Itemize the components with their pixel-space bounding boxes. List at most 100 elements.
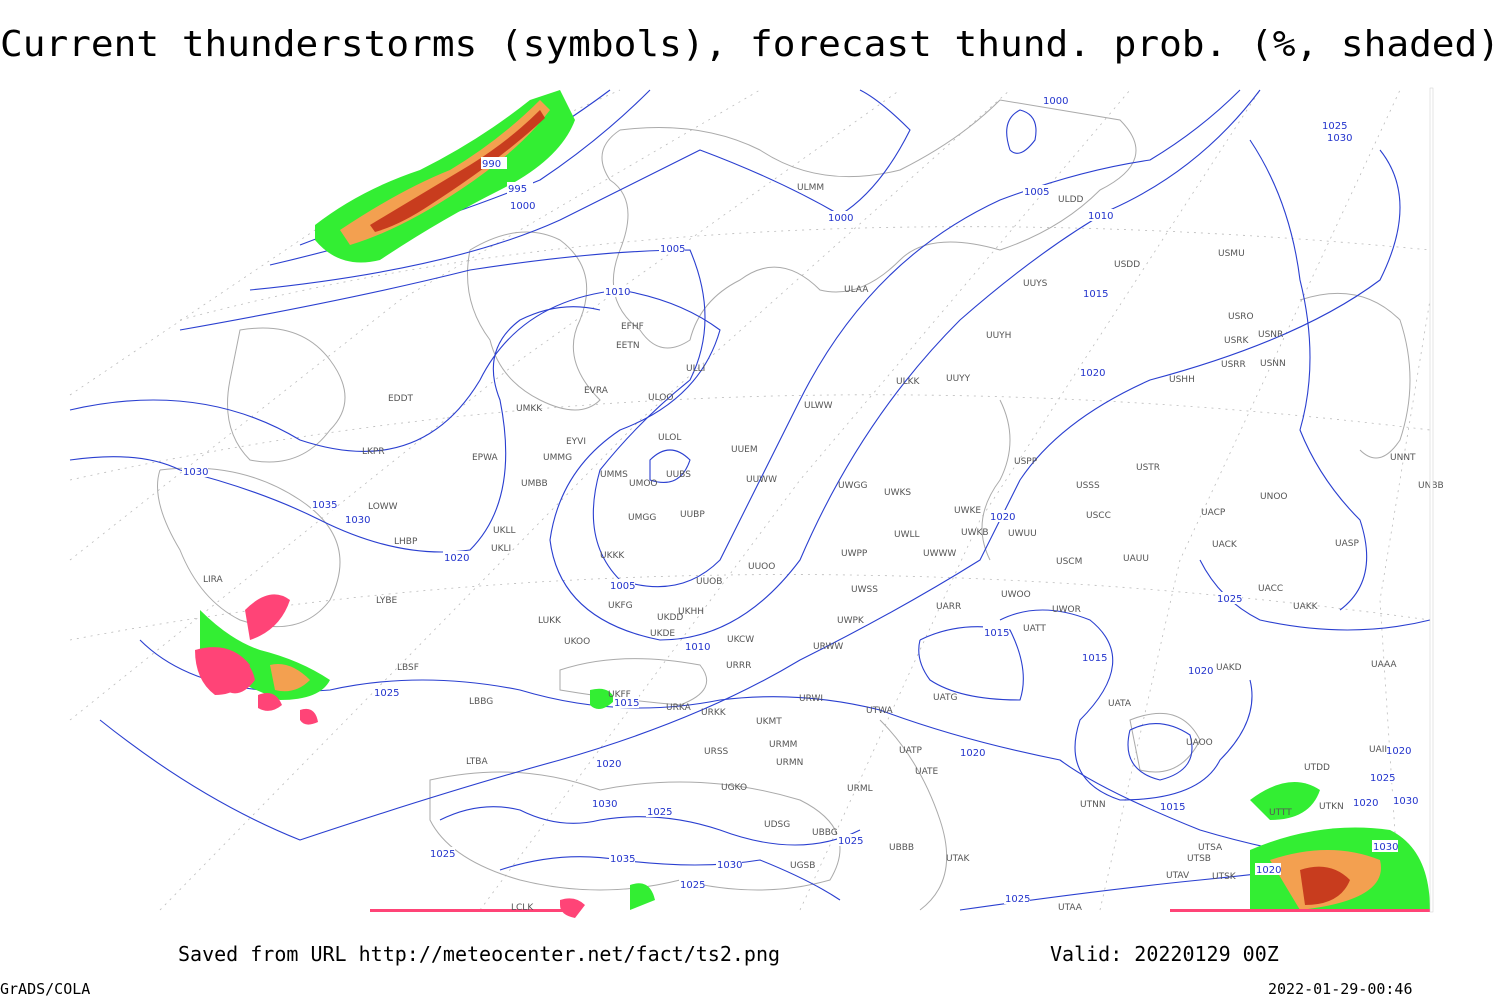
station-code: LBBG — [469, 697, 493, 707]
station-code: UWKS — [884, 488, 911, 498]
station-code: UAKK — [1293, 602, 1319, 612]
station-code: URSS — [704, 747, 729, 757]
station-code: URWW — [813, 642, 843, 652]
isobar-label-bg — [1079, 366, 1105, 378]
isobar-label-bg — [1385, 744, 1411, 756]
timestamp: 2022-01-29-00:46 — [1268, 980, 1413, 998]
station-code: UNNT — [1390, 453, 1416, 463]
station-code: USDD — [1114, 260, 1140, 270]
isobar-label: 1015 — [984, 628, 1009, 639]
isobar-label: 1015 — [1082, 653, 1107, 664]
isobar-label: 1020 — [1188, 666, 1213, 677]
software: GrADS/COLA — [0, 980, 90, 998]
isobar-label-bg — [1082, 287, 1108, 299]
isobar-label: 1025 — [1005, 894, 1030, 905]
station-code: UGKO — [721, 783, 747, 793]
thunderstorm-symbols — [195, 594, 585, 918]
station-code: UTSK — [1212, 872, 1237, 882]
station-code: UKCW — [727, 635, 754, 645]
isobar-label-bg — [1081, 651, 1107, 663]
station-code: UTWA — [866, 706, 893, 716]
station-code: ULOO — [648, 393, 673, 403]
station-code: LIRA — [203, 575, 224, 585]
station-code: UWOR — [1052, 605, 1081, 615]
isobar-label-bg — [1352, 796, 1378, 808]
isobar-label-bg — [609, 579, 635, 591]
station-code: URKA — [666, 703, 692, 713]
isobar-label: 1025 — [838, 836, 863, 847]
isobar-label: 1005 — [660, 244, 685, 255]
station-code: EVRA — [584, 386, 609, 396]
station-code: LOWW — [368, 502, 398, 512]
isobar-label: 1015 — [1160, 802, 1185, 813]
station-code: UUBP — [680, 510, 705, 520]
isobar-label-bg — [344, 513, 370, 525]
station-code: URKK — [701, 708, 727, 718]
station-code: USNR — [1258, 330, 1283, 340]
station-code: UUYY — [946, 374, 971, 384]
station-code: UWPK — [837, 616, 865, 626]
map-edge — [1429, 87, 1434, 913]
isobar-label-bg — [591, 797, 617, 809]
isobar-label-bg — [481, 157, 507, 169]
station-code: EETN — [616, 341, 640, 351]
station-code: USMU — [1218, 249, 1245, 259]
station-code: ULLI — [686, 364, 705, 374]
station-code: UWSS — [851, 585, 878, 595]
station-code: UUEM — [731, 445, 758, 455]
isobar-label: 1020 — [1080, 368, 1105, 379]
station-code: UMMG — [543, 453, 572, 463]
station-code: USSS — [1076, 481, 1100, 491]
station-code: LCLK — [511, 903, 534, 913]
station-code: LTBA — [466, 757, 488, 767]
station-code: UWPP — [841, 549, 868, 559]
station-code: LKPR — [362, 447, 385, 457]
station-code: UAAA — [1371, 660, 1397, 670]
station-code: UUBS — [666, 470, 691, 480]
isobar-label: 1000 — [510, 201, 535, 212]
saved-url: Saved from URL http://meteocenter.net/fa… — [178, 942, 780, 966]
station-code: UUYH — [986, 331, 1011, 341]
station-code: UMOO — [629, 479, 658, 489]
station-code: LBSF — [397, 663, 419, 673]
station-code: LHBP — [394, 537, 418, 547]
isobar-label-bg — [1369, 771, 1395, 783]
station-code: UWOO — [1001, 590, 1031, 600]
station-code: UAOO — [1186, 738, 1213, 748]
station-code: USPP — [1014, 457, 1038, 467]
isobar-label-bg — [989, 510, 1015, 522]
station-code: UTSB — [1187, 854, 1211, 864]
station-code: UATP — [899, 746, 923, 756]
title: Current thunderstorms (symbols), forecas… — [0, 24, 1500, 65]
station-code: UUOO — [748, 562, 775, 572]
station-code: UKFF — [608, 690, 631, 700]
isobar-label: 1025 — [1322, 121, 1347, 132]
isobar-label: 995 — [508, 184, 527, 195]
station-code: UWWW — [923, 549, 956, 559]
station-code: UTAA — [1058, 903, 1083, 913]
isobar-label-bg — [716, 858, 742, 870]
isobar-label: 1020 — [1256, 865, 1281, 876]
isobar-label: 1025 — [680, 880, 705, 891]
station-code: ULKK — [896, 377, 921, 387]
isobar-label: 1015 — [614, 698, 639, 709]
station-code: URRR — [726, 661, 751, 671]
isobar-label-bg — [613, 696, 639, 708]
station-code: LUKK — [538, 616, 562, 626]
station-code: UGSB — [790, 861, 815, 871]
station-code: UMKK — [516, 404, 543, 414]
station-code: UMMS — [600, 470, 628, 480]
station-code: URMM — [769, 740, 797, 750]
station-code: EPWA — [472, 453, 499, 463]
isobar-label-bg — [1372, 840, 1398, 852]
station-code: USHH — [1169, 375, 1195, 385]
isobar-label-bg — [1216, 592, 1242, 604]
isobar-label: 1020 — [1386, 746, 1411, 757]
station-code: UTDD — [1304, 763, 1330, 773]
station-code: UWKE — [954, 506, 981, 516]
isobar-label-bg — [182, 465, 208, 477]
isobar-label: 1035 — [610, 854, 635, 865]
station-code: URMN — [776, 758, 803, 768]
isobar-label-bg — [1004, 892, 1030, 904]
